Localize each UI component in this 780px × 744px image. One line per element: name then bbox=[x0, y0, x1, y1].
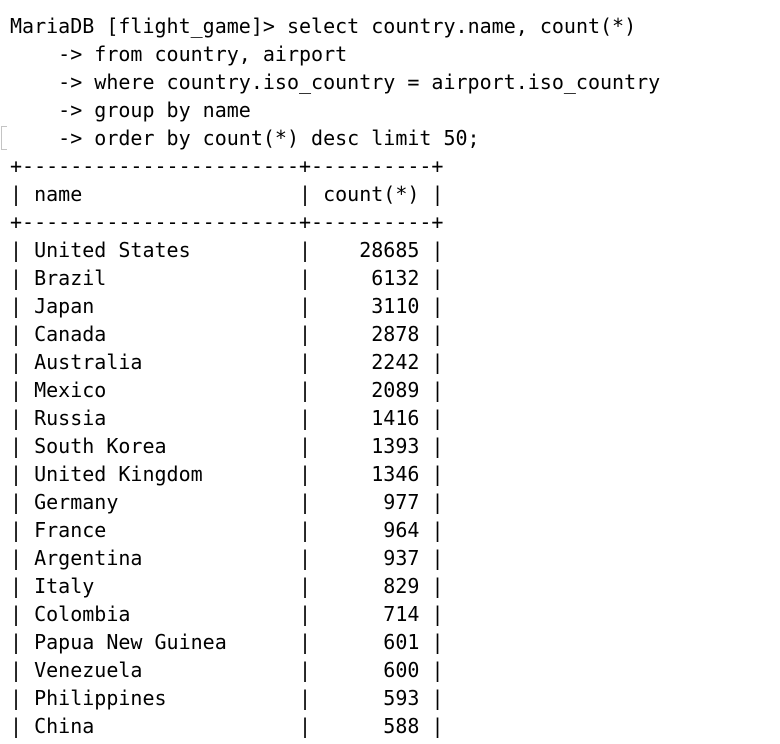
table-row: | Brazil | 6132 | bbox=[10, 266, 444, 290]
cell-country-name: Italy bbox=[34, 574, 95, 598]
command-line-4: -> group by name bbox=[10, 98, 251, 122]
cell-country-name: Papua New Guinea bbox=[34, 630, 227, 654]
table-body: | United States | 28685 | | Brazil | 6132… bbox=[10, 236, 778, 740]
cell-airport-count: 714 bbox=[383, 602, 420, 626]
cell-airport-count: 6132 bbox=[371, 266, 420, 290]
cell-country-name: Mexico bbox=[34, 378, 107, 402]
cell-airport-count: 2089 bbox=[371, 378, 420, 402]
cell-country-name: Argentina bbox=[34, 546, 143, 570]
cell-airport-count: 588 bbox=[383, 714, 420, 738]
cell-airport-count: 601 bbox=[383, 630, 420, 654]
column-header-count: count(*) bbox=[323, 182, 420, 206]
terminal-output[interactable]: MariaDB [flight_game]> select country.na… bbox=[10, 12, 778, 740]
cell-airport-count: 593 bbox=[383, 686, 420, 710]
table-row: | China | 588 | bbox=[10, 714, 444, 738]
cell-country-name: Colombia bbox=[34, 602, 131, 626]
cell-airport-count: 28685 bbox=[359, 238, 420, 262]
table-row: | Italy | 829 | bbox=[10, 574, 444, 598]
cell-airport-count: 3110 bbox=[371, 294, 420, 318]
table-row: | Venezuela | 600 | bbox=[10, 658, 444, 682]
cell-airport-count: 1393 bbox=[371, 434, 420, 458]
cell-country-name: South Korea bbox=[34, 434, 167, 458]
table-row: | Canada | 2878 | bbox=[10, 322, 444, 346]
cell-country-name: United States bbox=[34, 238, 191, 262]
cell-country-name: China bbox=[34, 714, 95, 738]
cell-airport-count: 964 bbox=[383, 518, 420, 542]
table-border-top: +-----------------------+----------+ bbox=[10, 154, 444, 178]
cell-country-name: Philippines bbox=[34, 686, 167, 710]
table-row: | Australia | 2242 | bbox=[10, 350, 444, 374]
command-line-3: -> where country.iso_country = airport.i… bbox=[10, 70, 661, 94]
cell-airport-count: 600 bbox=[383, 658, 420, 682]
table-border-header: +-----------------------+----------+ bbox=[10, 210, 444, 234]
cell-airport-count: 977 bbox=[383, 490, 420, 514]
cell-airport-count: 937 bbox=[383, 546, 420, 570]
cell-country-name: Venezuela bbox=[34, 658, 143, 682]
table-row: | Russia | 1416 | bbox=[10, 406, 444, 430]
cell-airport-count: 1346 bbox=[371, 462, 420, 486]
shell-prompt: MariaDB [flight_game]> bbox=[10, 14, 287, 38]
table-row: | France | 964 | bbox=[10, 518, 444, 542]
cell-country-name: Japan bbox=[34, 294, 95, 318]
table-row: | Mexico | 2089 | bbox=[10, 378, 444, 402]
table-row: | Japan | 3110 | bbox=[10, 294, 444, 318]
table-row: | South Korea | 1393 | bbox=[10, 434, 444, 458]
table-row: | Germany | 977 | bbox=[10, 490, 444, 514]
cell-airport-count: 2878 bbox=[371, 322, 420, 346]
cell-country-name: France bbox=[34, 518, 107, 542]
cell-country-name: Russia bbox=[34, 406, 107, 430]
table-row: | United Kingdom | 1346 | bbox=[10, 462, 444, 486]
cell-country-name: Germany bbox=[34, 490, 119, 514]
column-header-name: name bbox=[34, 182, 83, 206]
table-header-row: | name | count(*) | bbox=[10, 182, 444, 206]
cell-country-name: United Kingdom bbox=[34, 462, 203, 486]
cell-airport-count: 1416 bbox=[371, 406, 420, 430]
cell-country-name: Australia bbox=[34, 350, 143, 374]
table-row: | Philippines | 593 | bbox=[10, 686, 444, 710]
table-row: | Colombia | 714 | bbox=[10, 602, 444, 626]
table-row: | United States | 28685 | bbox=[10, 238, 444, 262]
cell-country-name: Brazil bbox=[34, 266, 107, 290]
cell-country-name: Canada bbox=[34, 322, 107, 346]
command-line-1: MariaDB [flight_game]> select country.na… bbox=[10, 12, 778, 40]
table-row: | Papua New Guinea | 601 | bbox=[10, 630, 444, 654]
table-row: | Argentina | 937 | bbox=[10, 546, 444, 570]
command-line-2: -> from country, airport bbox=[10, 42, 348, 66]
query-text: select country.name, count(*) bbox=[286, 14, 637, 38]
mark-bracket bbox=[1, 126, 7, 150]
cell-airport-count: 829 bbox=[383, 574, 420, 598]
cell-airport-count: 2242 bbox=[371, 350, 420, 374]
command-line-5: -> order by count(*) desc limit 50; bbox=[10, 126, 480, 150]
